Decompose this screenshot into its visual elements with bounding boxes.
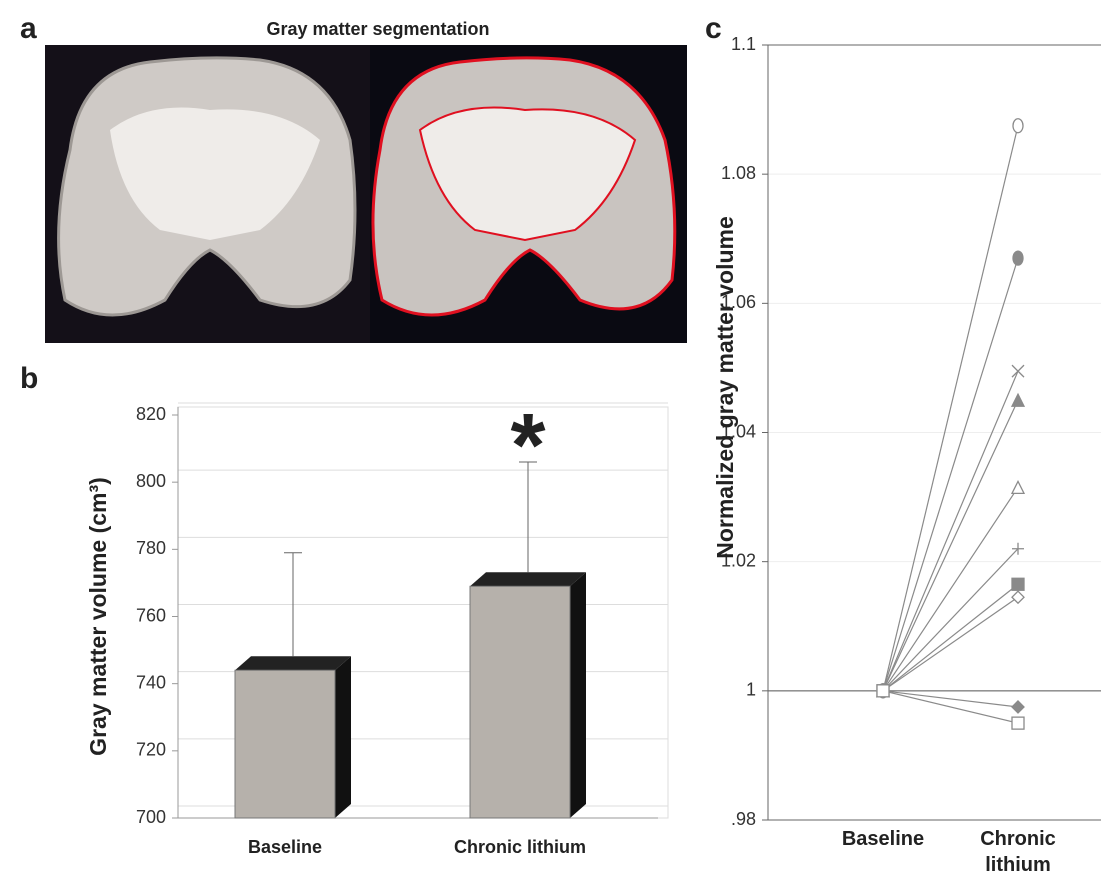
bar-side bbox=[335, 656, 351, 818]
series-line bbox=[883, 691, 1018, 707]
image-title: Gray matter segmentation bbox=[266, 19, 489, 39]
marker bbox=[1012, 701, 1024, 713]
x-tick-label: Baseline bbox=[828, 826, 938, 852]
panel-label: b bbox=[20, 362, 38, 395]
bar-top bbox=[470, 572, 586, 586]
y-tick-label: 1.08 bbox=[721, 163, 756, 183]
x-tick-label: Chronic lithium bbox=[963, 826, 1073, 878]
y-tick-label: 760 bbox=[136, 605, 166, 625]
mri-image bbox=[45, 45, 687, 343]
bar-side bbox=[570, 572, 586, 818]
annotation: * bbox=[510, 396, 545, 496]
marker bbox=[1013, 251, 1023, 265]
marker bbox=[1013, 119, 1023, 133]
y-axis-label: Gray matter volume (cm³) bbox=[85, 477, 111, 756]
marker bbox=[1012, 591, 1024, 603]
series-line bbox=[883, 691, 1018, 723]
y-tick-label: 720 bbox=[136, 740, 166, 760]
series-line bbox=[883, 487, 1018, 690]
series-line bbox=[883, 371, 1018, 691]
y-axis-label: Normalized gray matter volume bbox=[712, 216, 738, 559]
y-tick-label: 820 bbox=[136, 404, 166, 424]
bar bbox=[235, 670, 335, 818]
series-line bbox=[883, 584, 1018, 691]
series-line bbox=[883, 258, 1018, 691]
marker bbox=[1012, 481, 1024, 493]
x-tick-label: Chronic lithium bbox=[454, 837, 586, 857]
marker bbox=[1012, 394, 1024, 406]
y-tick-label: 700 bbox=[136, 807, 166, 827]
panel-label: c bbox=[705, 12, 722, 45]
y-tick-label: 800 bbox=[136, 471, 166, 491]
y-tick-label: 740 bbox=[136, 672, 166, 692]
figure: a Gray matter segmentation b 700 720 740 760… bbox=[0, 0, 1101, 879]
marker bbox=[877, 685, 889, 697]
series-line bbox=[883, 549, 1018, 691]
series-line bbox=[883, 400, 1018, 691]
series-line bbox=[883, 126, 1018, 691]
bar bbox=[470, 586, 570, 818]
bar-top bbox=[235, 656, 351, 670]
marker bbox=[1012, 717, 1024, 729]
y-tick-label: .98 bbox=[731, 809, 756, 829]
marker bbox=[1012, 365, 1024, 377]
y-tick-label: 1 bbox=[746, 680, 756, 700]
y-tick-label: 1.1 bbox=[731, 34, 756, 54]
figure-canvas: a Gray matter segmentation b 700 720 740 760… bbox=[0, 0, 1101, 879]
x-tick-label: Baseline bbox=[248, 837, 322, 857]
marker bbox=[1012, 578, 1024, 590]
panel-label: a bbox=[20, 12, 37, 45]
y-tick-label: 780 bbox=[136, 538, 166, 558]
